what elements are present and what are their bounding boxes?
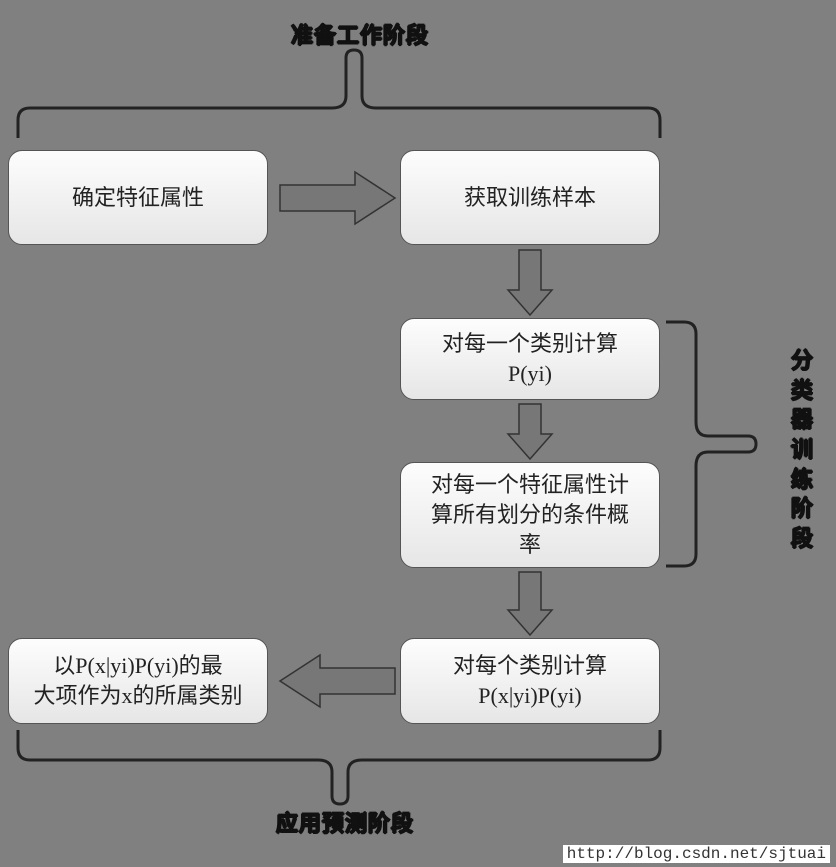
arrow-down-2 (508, 404, 552, 459)
arrow-left-1 (280, 655, 395, 707)
arrow-down-3 (508, 572, 552, 635)
arrow-right-1 (280, 172, 395, 224)
flowchart-canvas: 确定特征属性 获取训练样本 对每一个类别计算 P(yi) 对每一个特征属性计 算… (0, 0, 836, 867)
url-text: http://blog.csdn.net/sjtuai (567, 845, 826, 863)
arrow-down-1 (508, 250, 552, 315)
brace-top (18, 50, 660, 138)
source-url: http://blog.csdn.net/sjtuai (563, 845, 830, 863)
brace-bottom (18, 730, 660, 804)
brace-right (666, 322, 756, 566)
connector-layer (0, 0, 836, 867)
